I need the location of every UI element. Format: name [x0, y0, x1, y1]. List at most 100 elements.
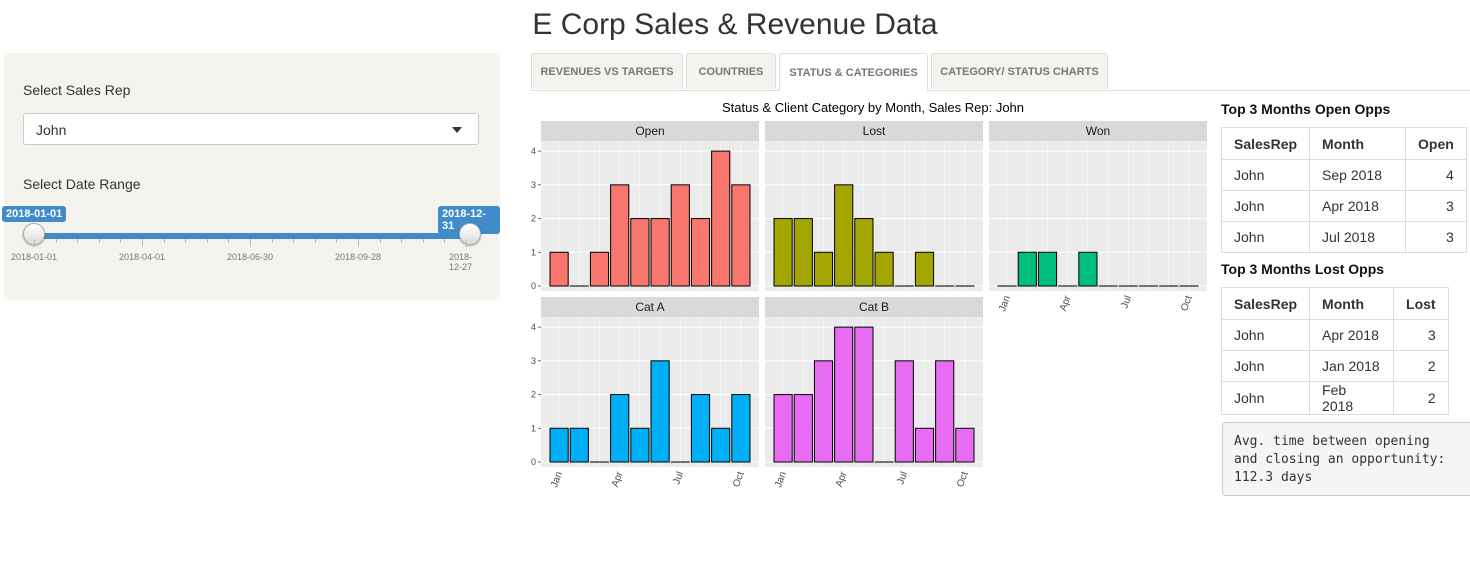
chevron-down-icon[interactable]: [452, 127, 462, 133]
bar: [650, 360, 670, 463]
slider-tick-label: 2018-06-30: [226, 252, 274, 262]
table-cell: 2: [1393, 381, 1449, 415]
date-to-handle[interactable]: [459, 223, 481, 245]
bar: [773, 394, 793, 463]
open-table-title: Top 3 Months Open Opps: [1221, 101, 1391, 117]
x-tick-label: Apr: [834, 470, 850, 489]
bar: [549, 251, 569, 287]
bar: [589, 251, 610, 287]
slider-tick-mark: [271, 239, 273, 243]
bar: [935, 360, 955, 463]
slider-tick-mark: [120, 239, 122, 243]
bar: [670, 184, 690, 287]
y-tick-label: 4: [531, 146, 536, 156]
table-cell: John: [1220, 319, 1311, 351]
table-cell: John: [1220, 159, 1311, 191]
table-cell: John: [1220, 350, 1311, 382]
slider-tick-mark: [401, 239, 403, 243]
slider-tick-label: 2018-04-01: [118, 252, 166, 262]
chart-title: Status & Client Category by Month, Sales…: [722, 100, 1024, 115]
bar: [834, 184, 854, 287]
bar: [549, 427, 569, 463]
bar: [813, 251, 834, 287]
bar: [874, 251, 894, 287]
slider-tick-mark: [336, 239, 338, 243]
slider-tick-mark: [314, 239, 316, 243]
bar: [610, 394, 630, 463]
bar: [610, 184, 630, 287]
column-header[interactable]: Month: [1309, 127, 1407, 160]
app-title: E Corp Sales & Revenue Data: [532, 8, 938, 41]
y-tick-label: 1: [531, 247, 536, 257]
facet-strip: [541, 121, 759, 141]
table-cell: John: [1220, 190, 1311, 222]
x-tick-label: Oct: [955, 470, 971, 489]
tab-revenues-vs-targets[interactable]: REVENUES VS TARGETS: [531, 53, 683, 89]
sales-rep-value: John: [36, 122, 67, 138]
bar: [914, 251, 935, 287]
slider-tick-mark: [228, 239, 230, 243]
bar: [854, 326, 874, 463]
tab-bar: REVENUES VS TARGETS COUNTRIES STATUS & C…: [531, 53, 1470, 91]
x-tick-label: Oct: [1179, 294, 1195, 313]
x-tick-label: Oct: [731, 470, 747, 489]
y-tick-label: 0: [531, 281, 536, 291]
bar: [690, 394, 711, 463]
slider-tick-mark: [293, 239, 295, 243]
column-header[interactable]: Open: [1405, 127, 1467, 160]
date-from-badge: 2018-01-01: [2, 206, 67, 222]
bar: [955, 427, 975, 463]
table-row: John Jul 2018 3: [1220, 221, 1467, 253]
avg-time-output: Avg. time between opening and closing an…: [1222, 422, 1470, 496]
x-tick-label: Jul: [671, 470, 686, 486]
column-header[interactable]: Month: [1309, 287, 1395, 320]
bar: [834, 326, 854, 463]
bar: [1078, 251, 1098, 287]
slider-tick-mark: [358, 239, 359, 247]
table-cell: 2: [1393, 350, 1449, 382]
table-row: John Sep 2018 4: [1220, 159, 1467, 191]
slider-tick-mark: [379, 239, 381, 243]
column-header[interactable]: SalesRep: [1220, 127, 1311, 160]
table-cell: 3: [1393, 319, 1449, 351]
table-cell: Jul 2018: [1309, 221, 1407, 253]
tab-category-status-charts[interactable]: CATEGORY/ STATUS CHARTS: [931, 53, 1108, 89]
table-cell: Jan 2018: [1309, 350, 1395, 382]
bar: [569, 427, 589, 463]
y-tick-label: 1: [531, 423, 536, 433]
slider-tick-mark: [55, 239, 57, 243]
y-tick-label: 2: [531, 390, 536, 400]
date-range-label: Select Date Range: [23, 176, 141, 192]
sidebar-panel: Select Sales Rep John Select Date Range …: [2, 53, 500, 300]
sales-rep-select[interactable]: John: [23, 113, 479, 145]
y-tick-label: 4: [531, 322, 536, 332]
slider-tick-mark: [163, 239, 165, 243]
column-header[interactable]: Lost: [1393, 287, 1449, 320]
x-tick-label: Jan: [997, 294, 1013, 313]
y-tick-label: 0: [531, 457, 536, 467]
slider-tick-mark: [185, 239, 187, 243]
table-cell: Apr 2018: [1309, 190, 1407, 222]
bar: [793, 394, 813, 463]
date-range-slider-track[interactable]: [34, 233, 470, 239]
bar: [711, 427, 731, 463]
x-tick-label: Jul: [1119, 294, 1134, 310]
bar: [854, 218, 874, 287]
y-tick-label: 2: [531, 214, 536, 224]
table-cell: John: [1220, 221, 1311, 253]
sales-rep-label: Select Sales Rep: [23, 82, 131, 98]
table-cell: Sep 2018: [1309, 159, 1407, 191]
bar: [793, 218, 813, 287]
column-header[interactable]: SalesRep: [1220, 287, 1311, 320]
date-to-badge: 2018-12-31: [438, 206, 500, 234]
bar: [630, 218, 650, 287]
tab-status-categories[interactable]: STATUS & CATEGORIES: [779, 53, 928, 91]
slider-tick-label: 2018-09-28: [334, 252, 382, 262]
y-tick-label: 3: [531, 356, 536, 366]
tab-countries[interactable]: COUNTRIES: [686, 53, 776, 89]
table-row: John Feb 2018 2: [1220, 381, 1449, 415]
facet-strip: [989, 121, 1207, 141]
bar: [914, 427, 935, 463]
bar: [1017, 251, 1037, 287]
lost-table-title: Top 3 Months Lost Opps: [1221, 261, 1385, 277]
